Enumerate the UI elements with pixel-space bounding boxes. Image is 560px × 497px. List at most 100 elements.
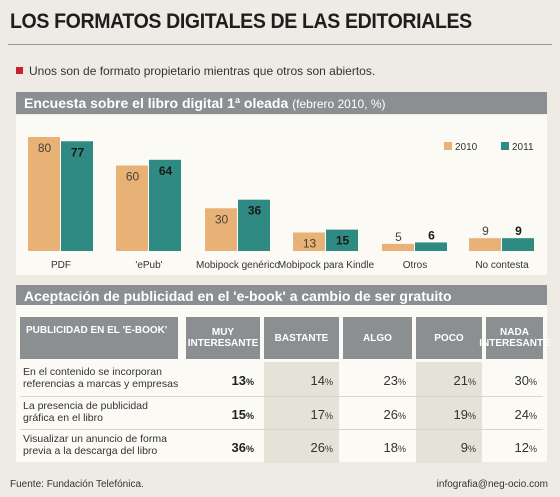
table-cell: 19% [416,396,482,430]
cell-value: 17 [310,407,325,422]
bar-2011-2 [238,199,270,251]
survey-note: (febrero 2010, %) [292,97,386,111]
column-header-text: PUBLICIDAD EN EL 'E-BOOK' [26,325,168,336]
cell-value: 9 [460,440,468,455]
table-cell: 9% [416,429,482,463]
percent-unit: % [467,444,476,454]
table-cell: 26% [264,429,339,463]
percent-unit: % [397,444,406,454]
bar-2010-4 [382,243,414,251]
bar-2010-1 [116,165,148,251]
data-label-2010-0: 80 [38,141,52,155]
cell-value: 21 [453,373,468,388]
legend-swatch-2010 [444,142,452,150]
table-cell: 15% [186,396,260,430]
category-label-5: No contesta [475,260,529,271]
data-label-2011-2: 36 [248,204,262,218]
column-header-1: MUY INTERESANTE [186,317,260,359]
survey-title: Encuesta sobre el libro digital 1ª olead… [24,95,289,111]
table-cell: 23% [343,362,412,396]
cell-value: 26 [383,407,398,422]
data-label-2010-5: 9 [482,224,489,238]
table-cell: 21% [416,362,482,396]
percent-unit: % [245,444,254,454]
row-label: La presencia de publicidad gráfica en el … [23,400,148,424]
column-header-4: POCO [416,317,482,359]
data-label-2011-3: 15 [336,234,350,248]
bar-2010-2 [205,208,237,251]
percent-unit: % [467,377,476,387]
cell-value: 26 [310,440,325,455]
bar-chart: 80 77 PDF 60 64 'ePub' 30 36 Mobipock genérico 13… [28,137,534,271]
title-rule [8,44,552,45]
row-separator [20,396,543,397]
percent-unit: % [467,411,476,421]
table-cell: 12% [486,429,543,463]
column-header-5: NADA INTERESANTE [479,317,550,359]
data-label-2010-2: 30 [215,212,229,226]
percent-unit: % [245,411,254,421]
bar-2010-0 [28,137,60,251]
data-label-2011-1: 64 [159,164,173,178]
data-label-2011-0: 77 [71,145,85,159]
percent-unit: % [324,444,333,454]
percent-unit: % [324,377,333,387]
column-header-text: NADA INTERESANTE [479,327,550,349]
source-note: Fuente: Fundación Telefónica. [10,479,144,490]
cell-value: 12 [514,440,529,455]
category-label-1: 'ePub' [135,260,162,271]
percent-unit: % [324,411,333,421]
percent-unit: % [397,411,406,421]
percent-unit: % [528,411,537,421]
bar-2011-4 [415,242,447,251]
cell-value: 24 [514,407,529,422]
row-label: Visualizar un anuncio de forma previa a l… [23,433,167,457]
subtitle: Unos son de formato propietario mientras… [16,64,375,78]
cell-value: 23 [383,373,398,388]
cell-value: 36 [231,440,246,455]
bar-2011-1 [149,159,181,251]
bar-2011-5 [502,238,534,251]
data-label-2010-3: 13 [303,236,317,250]
percent-unit: % [397,377,406,387]
table-cell: 18% [343,429,412,463]
bar-2010-5 [469,238,501,251]
category-label-2: Mobipock genérico [196,260,280,271]
acceptance-band: Aceptación de publicidad en el 'e-book' … [16,285,547,307]
data-label-2011-4: 6 [428,228,435,242]
percent-unit: % [245,377,254,387]
bar-2011-3 [326,229,358,251]
table-cell: 14% [264,362,339,396]
cell-value: 30 [514,373,529,388]
cell-value: 19 [453,407,468,422]
table-cell: 17% [264,396,339,430]
acceptance-title: Aceptación de publicidad en el 'e-book' … [24,288,452,304]
column-header-3: ALGO [343,317,412,359]
category-label-0: PDF [51,260,71,271]
column-header-0: PUBLICIDAD EN EL 'E-BOOK' [20,317,178,359]
bar-2011-0 [61,141,93,251]
category-label-3: Mobipock para Kindle [278,260,375,271]
percent-unit: % [528,377,537,387]
cell-value: 18 [383,440,398,455]
legend-label-2010: 2010 [455,142,478,153]
column-header-text: MUY INTERESANTE [187,327,259,349]
table-cell: 36% [186,429,260,463]
table-cell: 13% [186,362,260,396]
row-separator [20,429,543,430]
legend-swatch-2011 [501,142,509,150]
table-cell: 30% [486,362,543,396]
survey-band: Encuesta sobre el libro digital 1ª olead… [16,92,547,114]
table-cell: 24% [486,396,543,430]
credit: infografia@neg-ocio.com [436,479,548,490]
chart-panel: 80 77 PDF 60 64 'ePub' 30 36 Mobipock genérico 13… [16,115,547,275]
column-header-text: ALGO [363,332,392,344]
table-cell: 26% [343,396,412,430]
data-label-2010-4: 5 [395,230,402,244]
page-title: LOS FORMATOS DIGITALES DE LAS EDITORIALE… [10,10,472,33]
bar-2010-3 [293,232,325,251]
percent-unit: % [528,444,537,454]
category-label-4: Otros [403,260,427,271]
bullet-square-icon [16,67,23,74]
